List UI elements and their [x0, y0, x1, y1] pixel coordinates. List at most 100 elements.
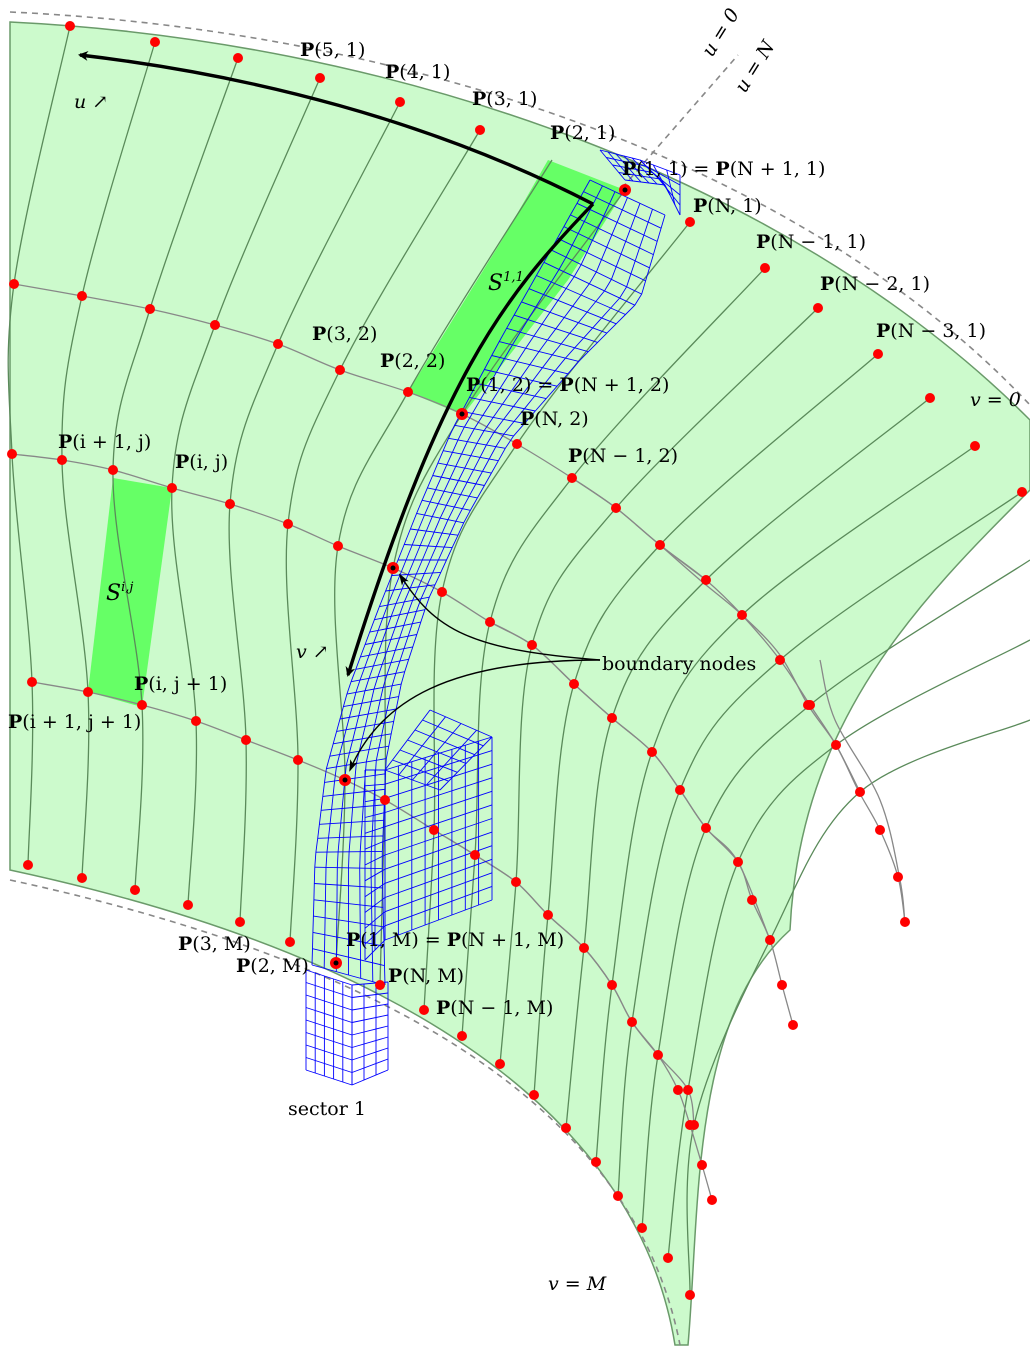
boundary-node — [387, 562, 399, 574]
grid-node — [512, 439, 522, 449]
grid-node — [9, 279, 19, 289]
mesh-line — [646, 165, 681, 186]
label-pi1j1: P(i + 1, j + 1) — [8, 711, 141, 733]
mesh-line — [305, 1044, 353, 1061]
grid-node — [108, 465, 118, 475]
mesh-line — [612, 164, 653, 173]
grid-node — [225, 499, 235, 509]
mesh-line — [398, 716, 446, 776]
mesh-line — [305, 1057, 353, 1073]
bottom-block-side — [351, 981, 389, 1086]
label-v-direction: v ↗ — [296, 641, 329, 663]
label-p11: P(1, 1) = P(N + 1, 1) — [622, 158, 825, 180]
mesh-line — [384, 858, 493, 898]
patch-sij — [88, 478, 172, 707]
grid-node — [145, 304, 155, 314]
mesh-line — [305, 1019, 353, 1036]
grid-node — [567, 473, 577, 483]
mesh-line — [305, 969, 353, 986]
grid-node — [167, 483, 177, 493]
grid-node — [395, 97, 405, 107]
label-pNm1-M: P(N − 1, M) — [436, 997, 553, 1019]
mesh-line — [425, 729, 477, 786]
mesh-line — [323, 185, 603, 969]
grid-node — [293, 755, 303, 765]
label-pNm1-2: P(N − 1, 2) — [568, 445, 678, 467]
grid-node — [775, 655, 785, 665]
grid-node — [65, 21, 75, 31]
mesh-line — [384, 818, 493, 856]
boundary-node — [330, 957, 342, 969]
box-side — [364, 769, 386, 961]
mesh-line — [364, 783, 386, 787]
grid-node — [647, 747, 657, 757]
mesh-line — [351, 992, 389, 998]
grid-node — [470, 850, 480, 860]
mesh-line — [652, 172, 681, 196]
box-top — [384, 709, 493, 791]
grid-node — [733, 857, 743, 867]
grid-node — [627, 1017, 637, 1027]
mesh-line — [384, 709, 431, 771]
mesh-line — [351, 1047, 389, 1061]
grid-node — [511, 877, 521, 887]
grid-node — [673, 1085, 683, 1095]
grid-node — [697, 1160, 707, 1170]
grid-node — [579, 943, 589, 953]
highlight-patches — [88, 160, 625, 707]
mesh-line — [364, 911, 386, 929]
mesh-line — [639, 159, 681, 176]
grid-node — [701, 575, 711, 585]
grid-node — [333, 541, 343, 551]
label-pij: P(i, j) — [175, 451, 228, 473]
mesh-line — [384, 831, 493, 870]
grid-node — [241, 735, 251, 745]
mesh-line — [351, 1069, 389, 1086]
grid-node — [569, 679, 579, 689]
label-pN1: P(N, 1) — [693, 195, 762, 217]
boundary-node — [619, 184, 631, 196]
mesh-line — [364, 826, 386, 834]
grid-node — [150, 37, 160, 47]
dashed-boundaries — [9, 11, 1030, 1346]
grid-node — [380, 795, 390, 805]
grid-node — [429, 825, 439, 835]
grid-node — [419, 1005, 429, 1015]
label-p2M: P(2, M) — [236, 955, 309, 977]
v-grid-line — [571, 477, 707, 581]
label-p41: P(4, 1) — [385, 61, 450, 83]
mesh-line — [658, 178, 681, 206]
grid-node — [183, 900, 193, 910]
callout-arrow-lower — [349, 659, 601, 772]
mesh-line — [381, 214, 666, 986]
sector-mesh — [305, 149, 681, 1086]
grid-node — [1017, 487, 1027, 497]
grid-node — [529, 1090, 539, 1100]
grid-node — [970, 441, 980, 451]
grid-node — [900, 917, 910, 927]
grid-node — [23, 860, 33, 870]
label-s11: S1,1 — [488, 270, 524, 296]
grid-node — [675, 785, 685, 795]
grid-node — [233, 53, 243, 63]
label-sij: Si,j — [106, 580, 133, 606]
mesh-line — [384, 763, 493, 799]
grid-node — [760, 263, 770, 273]
label-pNM: P(N, M) — [388, 965, 464, 987]
grid-node — [813, 303, 823, 313]
u-direction-arrow — [78, 50, 594, 206]
mesh-line — [311, 179, 591, 966]
grid-node — [611, 503, 621, 513]
grid-node — [653, 1050, 663, 1060]
grid-node — [685, 217, 695, 227]
label-pN2: P(N, 2) — [520, 408, 589, 430]
mesh-line — [624, 179, 666, 186]
grid-node — [543, 910, 553, 920]
grid-node — [7, 449, 17, 459]
label-p22: P(2, 2) — [380, 350, 445, 372]
mesh-line — [364, 812, 386, 818]
mesh-line — [384, 899, 493, 941]
label-p1M: P(1, M) = P(N + 1, M) — [346, 929, 564, 951]
grid-node — [747, 895, 757, 905]
